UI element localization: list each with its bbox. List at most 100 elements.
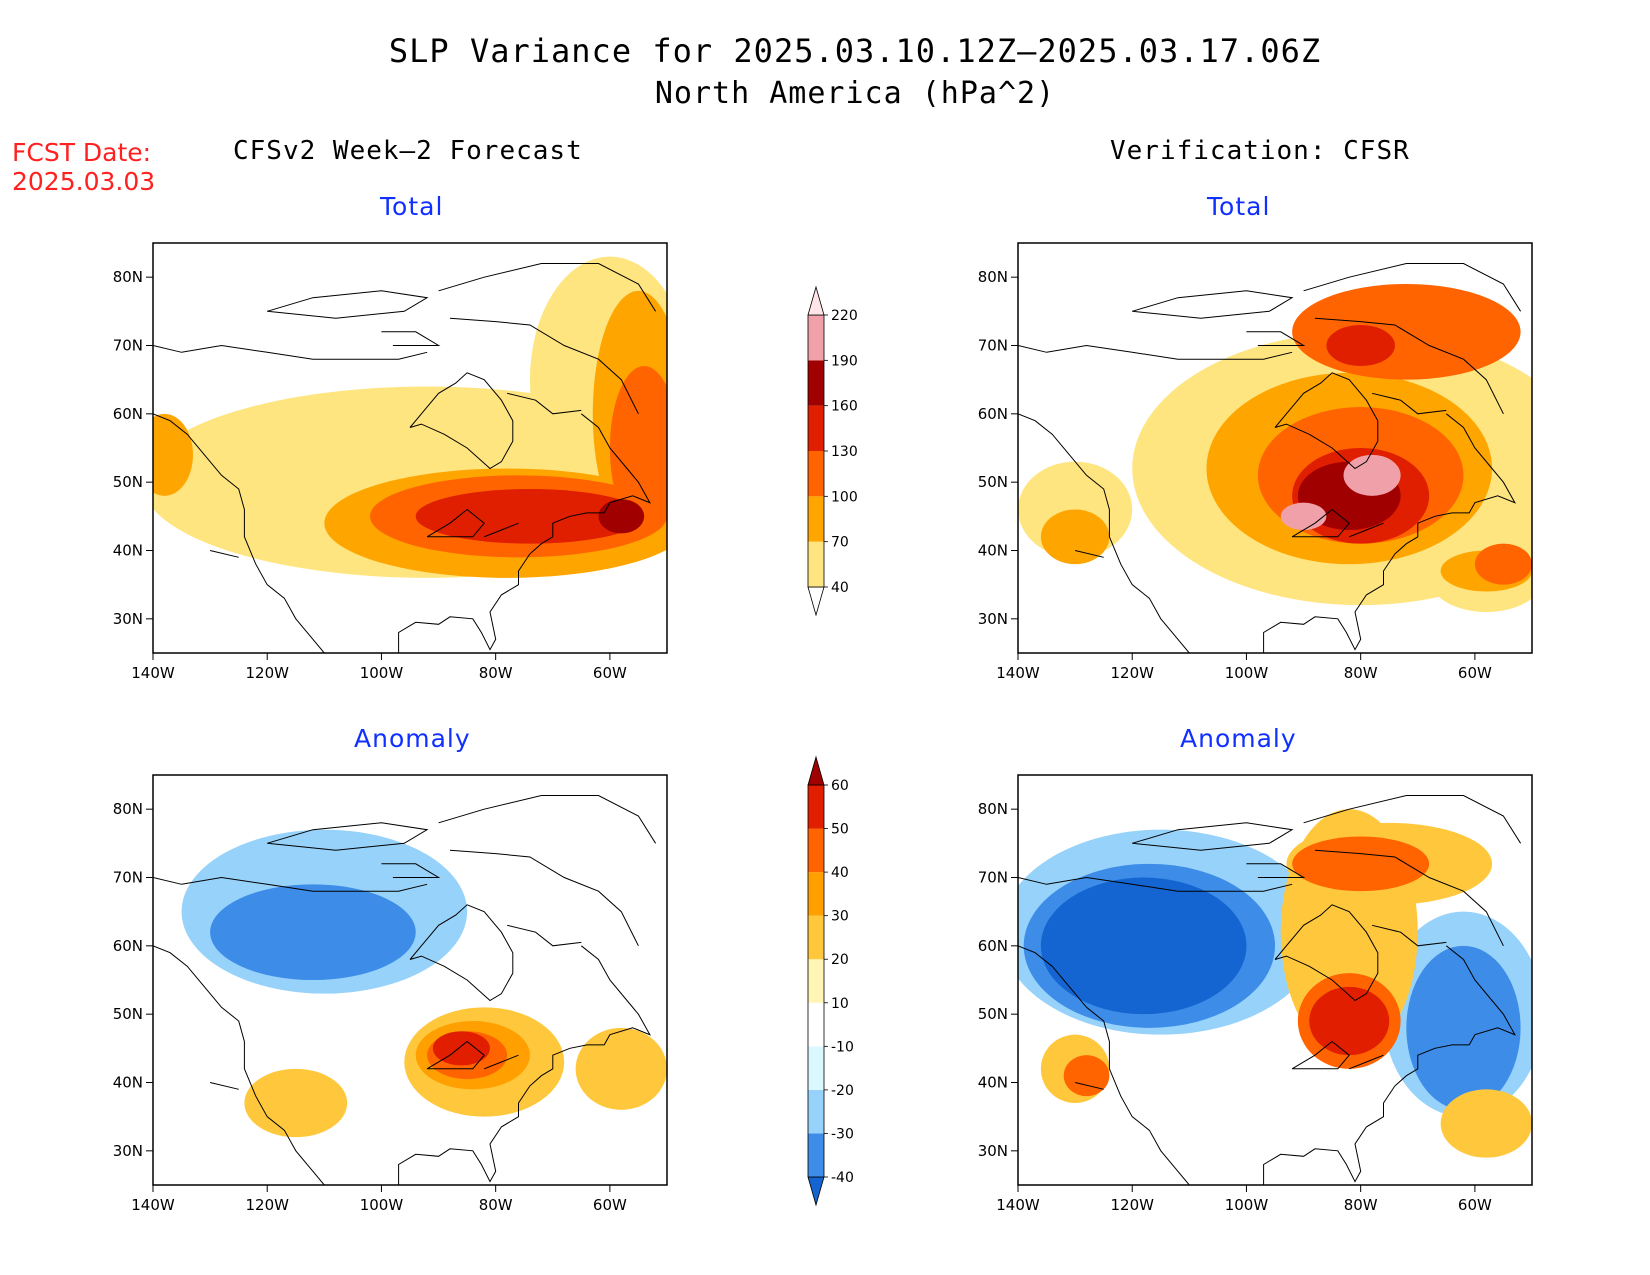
fcst-date-block: FCST Date: 2025.03.03 [12,138,155,196]
coastline-layer [1018,795,1522,1185]
y-tick-label: 60N [978,937,1008,955]
colorbar-bin [808,959,824,1003]
coastline [1018,413,1190,653]
contour-region-50 [1309,986,1390,1056]
coastline [267,822,429,851]
main-title: SLP Variance for 2025.03.10.12Z–2025.03.… [388,32,1322,70]
coastline [381,863,441,878]
contour-region-20 [404,1007,565,1117]
coastline [506,392,582,415]
colorbar-label: 220 [831,308,858,324]
x-tick-label: 100W [360,664,404,682]
x-tick-label: 120W [1110,1196,1154,1214]
contour-fill-layer [153,256,667,578]
colorbar-label: -30 [831,1126,854,1142]
coastline [1274,372,1379,470]
coastline [449,849,639,947]
coastline [484,1054,519,1070]
y-tick-label: 50N [978,473,1008,491]
forecast-column-title: CFSv2 Week–2 Forecast [233,136,583,166]
contour-fill-layer [181,829,667,1138]
contour-region--30 [1406,945,1521,1110]
coastline [1349,522,1384,538]
fcst-date-label: FCST Date: [12,138,152,167]
colorbar-frame [807,314,825,588]
contour-region-40 [427,1031,508,1080]
contour-region-70 [153,413,193,496]
colorbar-low-arrow [807,586,825,617]
contour-region-40 [1297,973,1401,1069]
coastline [1018,876,1293,892]
coastline [1303,263,1522,312]
contour-region-130 [1326,325,1395,366]
coastline [438,795,657,844]
forecast-anomaly-panel: 140W 120W 100W 80W 60W 80N 70N 60N 50N 40N 30N [113,774,668,1214]
coastline-layer [153,795,657,1185]
y-tick-label: 50N [113,473,143,491]
contour-region-160 [1297,461,1401,530]
x-tick-label: 60W [593,1196,627,1214]
coastline [484,522,519,538]
map-frame [1017,774,1533,1186]
y-tick-label: 80N [978,268,1008,286]
contour-region-40 [1429,543,1532,612]
x-tick-label: 140W [131,664,175,682]
coastline [1246,863,1306,878]
coastline [1263,945,1517,1185]
contour-region-70 [1440,550,1532,592]
contour-region-70 [592,290,667,537]
coastline [506,924,582,947]
coastline [1371,392,1447,415]
colorbar-bin [808,872,824,916]
colorbar-bin [808,541,824,587]
colorbar-bin [808,315,824,361]
x-tick-label: 140W [996,1196,1040,1214]
contour-region-190 [1343,454,1401,496]
map-frame [1017,242,1533,654]
colorbar-bin [808,785,824,829]
y-tick-label: 80N [978,800,1008,818]
contour-region-40 [1292,836,1430,892]
colorbar-frame [807,784,825,1178]
coastline [1291,1040,1350,1070]
coastline [1291,508,1350,538]
contour-region-20 [244,1068,348,1138]
colorbar-label: 40 [831,865,849,881]
forecast-total-panel: 140W 120W 100W 80W 60W 80N 70N 60N 50N 40N 30N [113,242,668,682]
coastline [267,290,429,319]
x-tick-label: 80W [479,1196,513,1214]
coastline [426,508,485,538]
y-tick-label: 80N [113,800,143,818]
coastline [153,876,428,892]
coastline [1132,822,1294,851]
coastline-layer [153,263,657,653]
coastline [209,550,239,558]
coastline [398,413,652,653]
colorbar-bin [808,360,824,406]
colorbar-bin [808,828,824,873]
x-tick-label: 60W [1458,664,1492,682]
verification-anomaly-title: Anomaly [1180,724,1297,753]
colorbar-bin [808,915,824,960]
coastline-layer [1018,263,1522,653]
contour-fill-layer [1018,284,1532,612]
contour-region--20 [181,829,468,994]
y-tick-label: 80N [113,268,143,286]
contour-region-20 [575,1027,667,1110]
colorbar-bin [808,405,824,451]
contour-region-20 [1286,822,1493,905]
contour-region--30 [1023,863,1275,1028]
contour-region-40 [529,256,667,503]
coastline [153,945,325,1185]
x-tick-label: 120W [245,1196,289,1214]
colorbar-label: 130 [831,444,858,460]
coastline [1263,413,1517,653]
contour-region-30 [415,1020,530,1090]
coastline [153,413,325,653]
colorbar-label: -20 [831,1083,854,1099]
y-tick-label: 30N [113,1142,143,1160]
contour-region-70 [1206,372,1493,565]
contour-region--20 [1383,911,1532,1117]
map-background [1018,243,1532,653]
x-tick-label: 100W [1225,1196,1269,1214]
